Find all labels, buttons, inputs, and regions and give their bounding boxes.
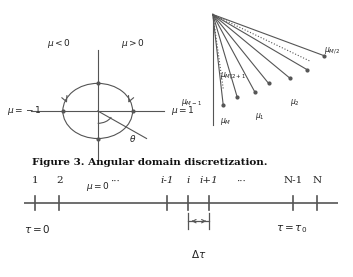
Text: N: N [313, 176, 322, 185]
Text: $\mu_{M/2+1}$: $\mu_{M/2+1}$ [220, 70, 246, 81]
Text: $\tau = \tau_0$: $\tau = \tau_0$ [276, 224, 307, 235]
Text: $\mu > 0$: $\mu > 0$ [121, 37, 145, 50]
Text: ···: ··· [236, 176, 246, 185]
Text: ···: ··· [110, 176, 120, 185]
Text: $\theta$: $\theta$ [129, 133, 137, 144]
Text: $\mu = -1$: $\mu = -1$ [7, 104, 42, 117]
Text: i-1: i-1 [161, 176, 174, 185]
Text: 2: 2 [56, 176, 62, 185]
Text: $\mu_{M-1}$: $\mu_{M-1}$ [181, 97, 202, 108]
Text: $\mu_{1}$: $\mu_{1}$ [255, 111, 264, 122]
Text: $\mu_{M}$: $\mu_{M}$ [220, 116, 231, 127]
Text: Figure 3. Angular domain discretization.: Figure 3. Angular domain discretization. [32, 158, 268, 167]
Text: $\tau = 0$: $\tau = 0$ [24, 224, 51, 235]
Text: 1: 1 [32, 176, 38, 185]
Text: N-1: N-1 [283, 176, 303, 185]
Text: i+1: i+1 [200, 176, 219, 185]
Text: $\mu = 0$: $\mu = 0$ [86, 180, 110, 193]
Text: $\mu < 0$: $\mu < 0$ [47, 37, 71, 50]
Text: $\mu_{M/2}$: $\mu_{M/2}$ [324, 45, 341, 56]
Text: i: i [187, 176, 190, 185]
Text: $\Delta\tau$: $\Delta\tau$ [191, 248, 207, 260]
Text: $\mu = 1$: $\mu = 1$ [171, 104, 195, 117]
Text: $\mu_{2}$: $\mu_{2}$ [289, 97, 299, 108]
